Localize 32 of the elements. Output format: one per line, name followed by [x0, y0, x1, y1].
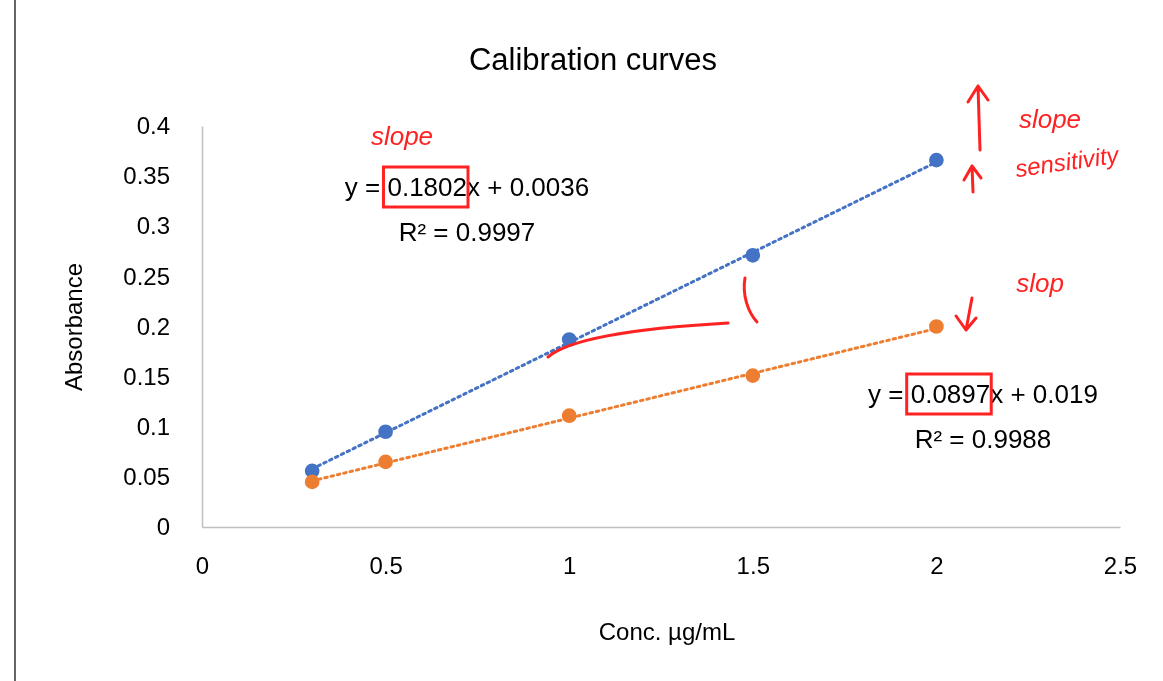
x-tick-label: 1.5: [736, 552, 770, 580]
annotation: R² = 0.9997: [398, 217, 536, 247]
x-tick-label: 2: [930, 552, 944, 580]
point: [561, 408, 577, 424]
annotation: slope: [1018, 104, 1082, 134]
point: [745, 247, 761, 263]
y-tick-label: 0.15: [123, 362, 170, 390]
annotation: slope: [370, 121, 434, 151]
x-tick-label: 0.5: [369, 552, 403, 580]
annotation: R² = 0.9988: [914, 424, 1052, 454]
x-tick-label: 2.5: [1103, 552, 1138, 580]
y-tick-label: 0.3: [136, 212, 170, 240]
y-axis-title: Absorbance: [60, 262, 87, 392]
y-tick-label: 0.2: [136, 312, 170, 340]
y-tick-label: 0.05: [123, 463, 170, 491]
point: [378, 424, 393, 440]
x-axis-title: Conc. µg/mL: [598, 618, 736, 645]
y-tick-label: 0.25: [123, 262, 170, 290]
annotation: slop: [1016, 268, 1064, 298]
x-tick-label: 1: [563, 552, 577, 580]
y-tick-label: 0: [156, 513, 170, 541]
y-tick-label: 0.4: [136, 112, 170, 140]
point: [378, 454, 393, 470]
point: [929, 319, 944, 334]
point: [929, 152, 944, 168]
y-tick-label: 0.35: [123, 162, 170, 190]
x-tick-label: 0: [195, 552, 210, 580]
annotation: sensitivity: [1013, 140, 1123, 183]
point: [745, 368, 761, 383]
chart-title: Calibration curves: [468, 42, 718, 77]
y-tick-label: 0.1: [136, 412, 170, 440]
point: [304, 474, 320, 490]
